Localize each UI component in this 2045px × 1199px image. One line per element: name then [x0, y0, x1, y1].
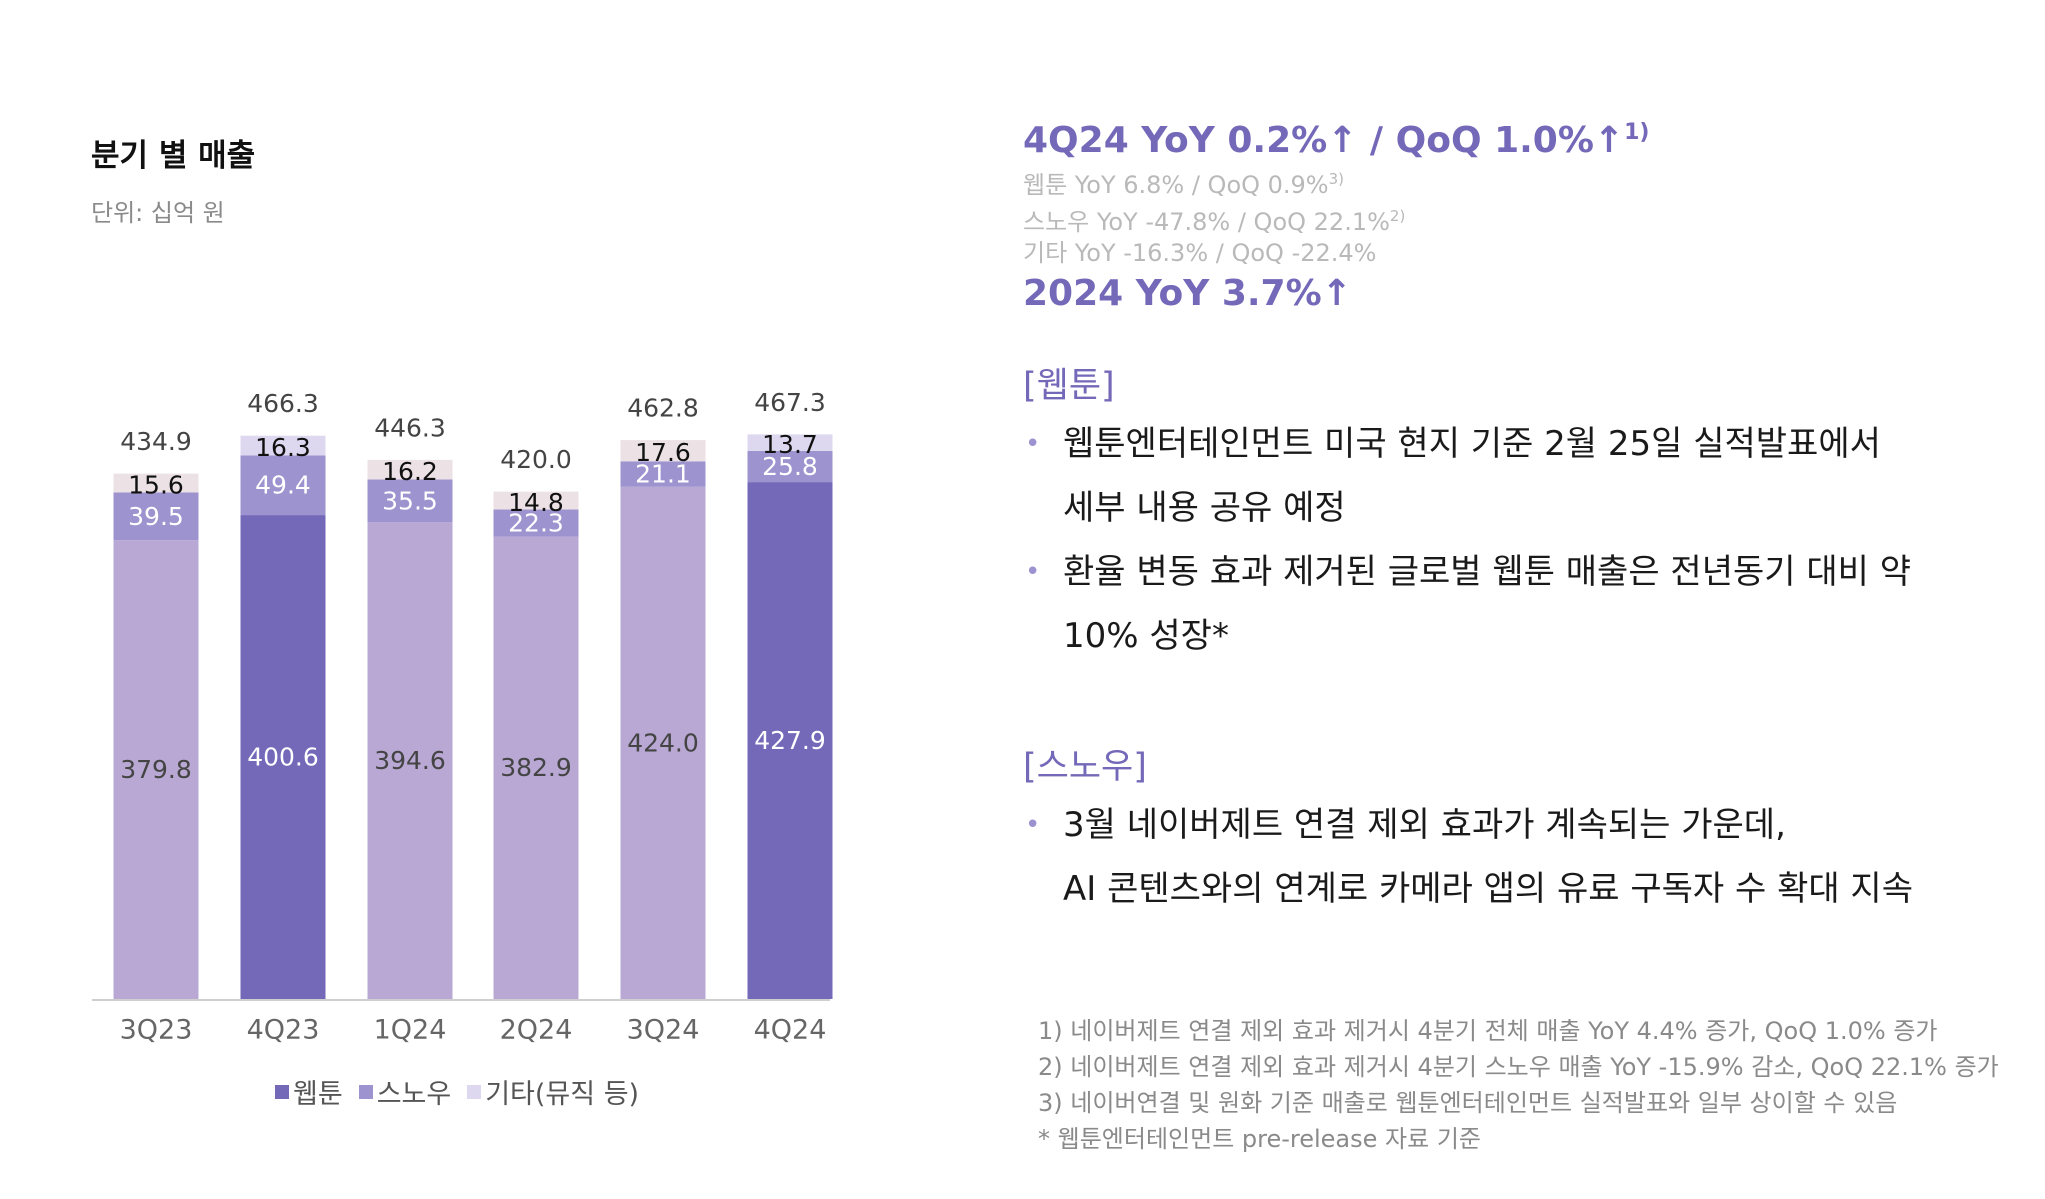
chart-title: 분기 별 매출: [91, 138, 256, 174]
bar-snow: [747, 450, 833, 483]
bullet-icon: •: [1025, 810, 1041, 840]
bar-snow: [620, 461, 706, 487]
legend-label-other: 기타(뮤직 등): [485, 1079, 640, 1110]
data-label-webtoon: 379.8: [120, 755, 192, 784]
chart-unit-label: 단위: 십억 원: [91, 199, 225, 227]
data-label-webtoon: 400.6: [247, 743, 319, 772]
snow-bullet-list: • 3월 네이버제트 연결 제외 효과가 계속되는 가운데, AI 콘텐츠와의 …: [1023, 793, 2023, 921]
data-label-webtoon: 394.6: [374, 746, 446, 775]
chart-legend: 웹툰 스노우 기타(뮤직 등): [275, 1072, 639, 1111]
revenue-stacked-bar-chart: 379.8 39.515.6 434.9 3Q23 400.6 49.4 16.3 466.3…: [92, 388, 833, 1046]
snow-growth-line: 스노우 YoY -47.8% / QoQ 22.1%2): [1023, 201, 2033, 238]
x-tick-label: 4Q24: [754, 1015, 827, 1046]
data-label-snow: 22.3: [508, 508, 564, 537]
bar-other: [240, 435, 326, 456]
legend-swatch-snow: [358, 1084, 373, 1099]
bullet-icon: •: [1025, 429, 1041, 459]
data-label-snow: 49.4: [255, 471, 311, 500]
list-item: • 환율 변동 효과 제거된 글로벌 웹툰 매출은 전년동기 대비 약 10% …: [1023, 540, 2023, 668]
bullet-line: 세부 내용 공유 예정: [1063, 488, 1346, 528]
list-item: • 3월 네이버제트 연결 제외 효과가 계속되는 가운데, AI 콘텐츠와의 …: [1023, 793, 2023, 921]
footnote-2: 2) 네이버제트 연결 제외 효과 제거시 4분기 스노우 매출 YoY -15…: [1038, 1053, 1999, 1081]
bar-webtoon: [493, 536, 579, 999]
data-label-other: 16.3: [255, 433, 311, 462]
bullet-line: 환율 변동 효과 제거된 글로벌 웹툰 매출은 전년동기 대비 약: [1063, 552, 1911, 592]
webtoon-section-title: [웹툰]: [1023, 366, 1115, 406]
bullet-line: 10% 성장*: [1063, 616, 1229, 656]
x-tick-label: 2Q24: [500, 1015, 573, 1046]
legend-item-other: 기타(뮤직 등): [467, 1072, 639, 1111]
total-label: 467.3: [754, 388, 826, 417]
bullet-icon: •: [1025, 557, 1041, 587]
highlights-panel: 4Q24 YoY 0.2%↑ / QoQ 1.0%↑1) 웹툰 YoY 6.8%…: [1023, 110, 2033, 317]
total-label: 462.8: [627, 394, 699, 423]
webtoon-growth-line: 웹툰 YoY 6.8% / QoQ 0.9%3): [1023, 164, 2033, 201]
footnote-3: 3) 네이버연결 및 원화 기준 매출로 웹툰엔터테인먼트 실적발표와 일부 상…: [1038, 1089, 1898, 1117]
x-tick-label: 4Q23: [247, 1015, 320, 1046]
bar-webtoon: [240, 515, 326, 999]
bullet-line: 3월 네이버제트 연결 제외 효과가 계속되는 가운데,: [1063, 805, 1786, 845]
webtoon-growth-text: 웹툰 YoY 6.8% / QoQ 0.9%: [1023, 171, 1329, 199]
data-label-snow: 25.8: [762, 452, 818, 481]
bullet-line: AI 콘텐츠와의 연계로 카메라 앱의 유료 구독자 수 확대 지속: [1063, 869, 1913, 909]
bar-other: [493, 491, 579, 510]
x-tick-label: 3Q23: [120, 1015, 193, 1046]
snow-section-title: [스노우]: [1023, 747, 1147, 787]
total-label: 446.3: [374, 413, 446, 442]
snow-growth-text: 스노우 YoY -47.8% / QoQ 22.1%: [1023, 208, 1390, 236]
footnote-1: 1) 네이버제트 연결 제외 효과 제거시 4분기 전체 매출 YoY 4.4%…: [1038, 1017, 1938, 1045]
bar-other: [113, 473, 199, 493]
legend-item-webtoon: 웹툰: [275, 1072, 343, 1111]
data-label-webtoon: 427.9: [754, 726, 826, 755]
bar-snow: [240, 455, 326, 516]
legend-swatch-other: [467, 1084, 482, 1099]
bar-snow: [367, 479, 453, 523]
webtoon-growth-footnote-ref: 3): [1328, 170, 1345, 188]
data-label-other: 15.6: [128, 471, 184, 500]
other-growth-text: 기타 YoY -16.3% / QoQ -22.4%: [1023, 239, 1377, 267]
bar-other: [620, 440, 706, 462]
other-growth-line: 기타 YoY -16.3% / QoQ -22.4%: [1023, 238, 2033, 269]
bar-snow: [493, 509, 579, 537]
total-label: 466.3: [247, 389, 319, 418]
data-label-snow: 21.1: [635, 460, 691, 489]
annual-growth-headline: 2024 YoY 3.7%↑: [1023, 273, 1352, 314]
data-label-other: 14.8: [508, 488, 564, 517]
data-label-snow: 35.5: [382, 486, 438, 515]
list-item: • 웹툰엔터테인먼트 미국 현지 기준 2월 25일 실적발표에서 세부 내용 …: [1023, 412, 2023, 540]
footnotes: 1) 네이버제트 연결 제외 효과 제거시 4분기 전체 매출 YoY 4.4%…: [1038, 1013, 1999, 1157]
quarterly-growth-headline: 4Q24 YoY 0.2%↑ / QoQ 1.0%↑1): [1023, 110, 2033, 164]
data-label-webtoon: 382.9: [500, 753, 572, 782]
data-label-other: 13.7: [762, 430, 818, 459]
bar-other: [367, 459, 453, 480]
data-label-webtoon: 424.0: [627, 728, 699, 757]
quarterly-growth-text: 4Q24 YoY 0.2%↑ / QoQ 1.0%↑: [1023, 120, 1625, 161]
footnote-4: * 웹툰엔터테인먼트 pre-release 자료 기준: [1038, 1125, 1481, 1153]
total-label: 420.0: [500, 445, 572, 474]
bar-snow: [113, 492, 199, 541]
bullet-line: 웹툰엔터테인먼트 미국 현지 기준 2월 25일 실적발표에서: [1063, 424, 1881, 464]
data-label-other: 17.6: [635, 438, 691, 467]
bar-webtoon: [620, 486, 706, 1000]
x-tick-label: 3Q24: [627, 1015, 700, 1046]
bar-webtoon: [113, 540, 199, 999]
bar-webtoon: [367, 522, 453, 999]
x-tick-label: 1Q24: [374, 1015, 447, 1046]
bar-other: [747, 434, 833, 451]
legend-swatch-webtoon: [275, 1084, 289, 1099]
legend-item-snow: 스노우: [358, 1072, 452, 1111]
legend-label-snow: 스노우: [376, 1079, 452, 1110]
legend-label-webtoon: 웹툰: [293, 1079, 343, 1110]
total-label: 434.9: [120, 427, 192, 456]
quarterly-growth-footnote-ref: 1): [1624, 120, 1650, 145]
data-label-other: 16.2: [382, 457, 438, 486]
data-label-snow: 39.5: [128, 502, 184, 531]
webtoon-bullet-list: • 웹툰엔터테인먼트 미국 현지 기준 2월 25일 실적발표에서 세부 내용 …: [1023, 412, 2023, 668]
bar-webtoon: [747, 482, 833, 999]
snow-growth-footnote-ref: 2): [1389, 207, 1406, 225]
